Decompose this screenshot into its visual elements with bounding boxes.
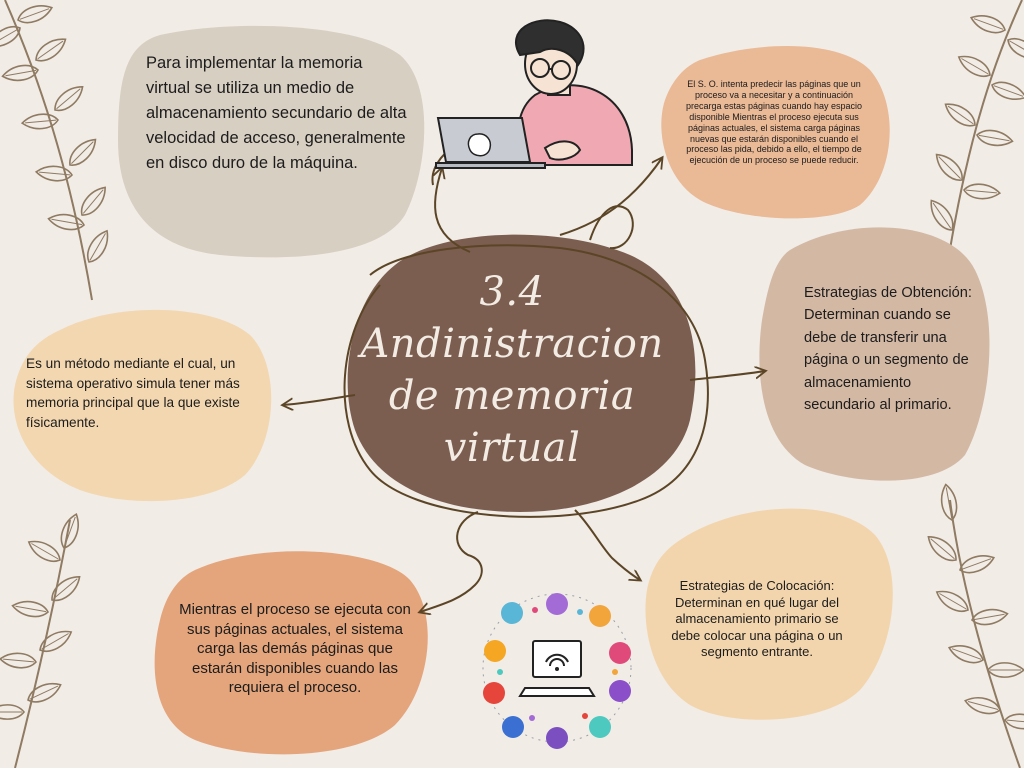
blob-top-right bbox=[661, 46, 890, 219]
node-text-top-left: Para implementar la memoria virtual se u… bbox=[146, 54, 407, 172]
leaf-branch-top-left bbox=[0, 0, 114, 301]
technology-network-icon bbox=[482, 593, 632, 749]
title-line-2: de memoria bbox=[388, 373, 636, 419]
node-text-left: Es un método mediante el cual, un sistem… bbox=[26, 356, 240, 430]
leaf-branch-bottom-left bbox=[0, 510, 85, 768]
blob-right bbox=[759, 227, 990, 481]
leaf-branch-bottom-right bbox=[923, 482, 1024, 768]
center-blob bbox=[347, 234, 696, 512]
blob-bottom-right bbox=[645, 508, 893, 720]
node-text-bottom-right: Estrategias de Colocación: Determinan en… bbox=[671, 578, 843, 659]
connector-arrows bbox=[283, 144, 765, 612]
blob-top-left bbox=[118, 25, 425, 258]
title-line-3: virtual bbox=[443, 425, 581, 471]
title-number: 3.4 bbox=[479, 269, 545, 315]
node-text-bottom-left: Mientras el proceso se ejecuta con sus p… bbox=[179, 601, 411, 696]
node-text-top-right: El S. O. intenta predecir las páginas qu… bbox=[685, 79, 863, 166]
leaf-branch-top-right bbox=[924, 0, 1024, 281]
blob-left bbox=[13, 309, 272, 502]
title-line-1: Andinistracion bbox=[360, 321, 664, 367]
center-title: 3.4 Andinistracion de memoria virtual bbox=[352, 266, 672, 474]
node-text-right: Estrategias de Obtención: Determinan cua… bbox=[804, 285, 972, 414]
person-laptop-icon bbox=[435, 19, 633, 169]
blob-bottom-left bbox=[154, 551, 428, 755]
center-swirl bbox=[343, 244, 709, 518]
